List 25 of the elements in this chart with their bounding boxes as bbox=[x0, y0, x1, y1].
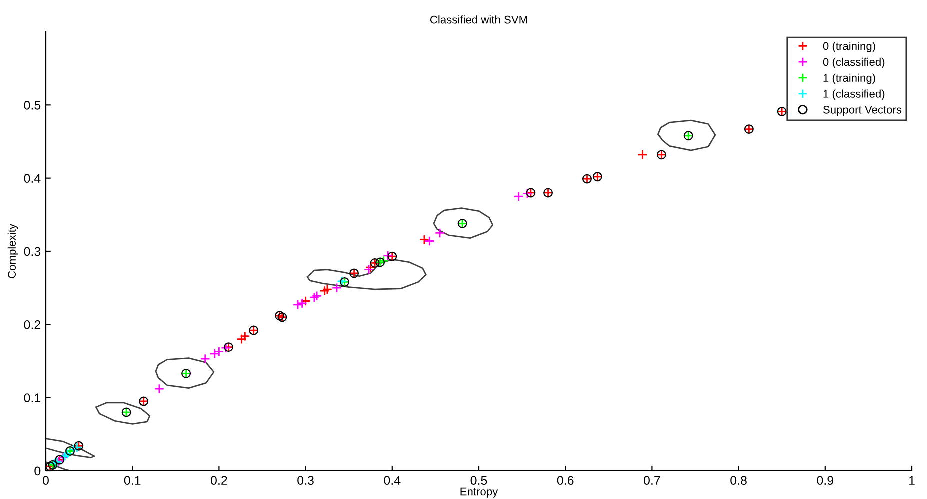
y-tick-label: 0.2 bbox=[24, 320, 41, 330]
x-tick-label: 0.3 bbox=[298, 476, 314, 486]
x-tick-label: 1 bbox=[909, 476, 915, 485]
y-tick-label: 0.5 bbox=[24, 100, 41, 110]
legend-label: 1 (classified) bbox=[824, 90, 885, 100]
chart-title: Classified with SVM bbox=[430, 16, 528, 24]
legend-label: 1 (training) bbox=[824, 74, 876, 84]
x-tick-label: 0.5 bbox=[470, 476, 488, 486]
x-tick-label: 0 bbox=[43, 476, 49, 486]
y-tick-label: 0 bbox=[34, 466, 41, 476]
x-tick-label: 0.2 bbox=[211, 476, 228, 486]
y-axis-title: Complexity bbox=[8, 224, 18, 278]
x-tick-label: 0.6 bbox=[557, 476, 574, 486]
x-tick-label: 0.1 bbox=[124, 476, 141, 486]
y-tick-label: 0.1 bbox=[24, 394, 41, 402]
legend-label: 0 (training) bbox=[823, 42, 876, 52]
legend-label: Support Vectors bbox=[823, 106, 902, 116]
legend-label: 0 (classified) bbox=[823, 58, 885, 68]
x-tick-label: 0.4 bbox=[384, 476, 401, 486]
x-axis-title: Entropy bbox=[460, 488, 498, 498]
x-tick-label: 0.7 bbox=[644, 476, 660, 486]
x-tick-label: 0.8 bbox=[730, 476, 747, 486]
y-tick-label: 0.3 bbox=[24, 247, 41, 256]
y-tick-label: 0.4 bbox=[24, 174, 41, 183]
x-tick-label: 0.9 bbox=[817, 476, 834, 486]
